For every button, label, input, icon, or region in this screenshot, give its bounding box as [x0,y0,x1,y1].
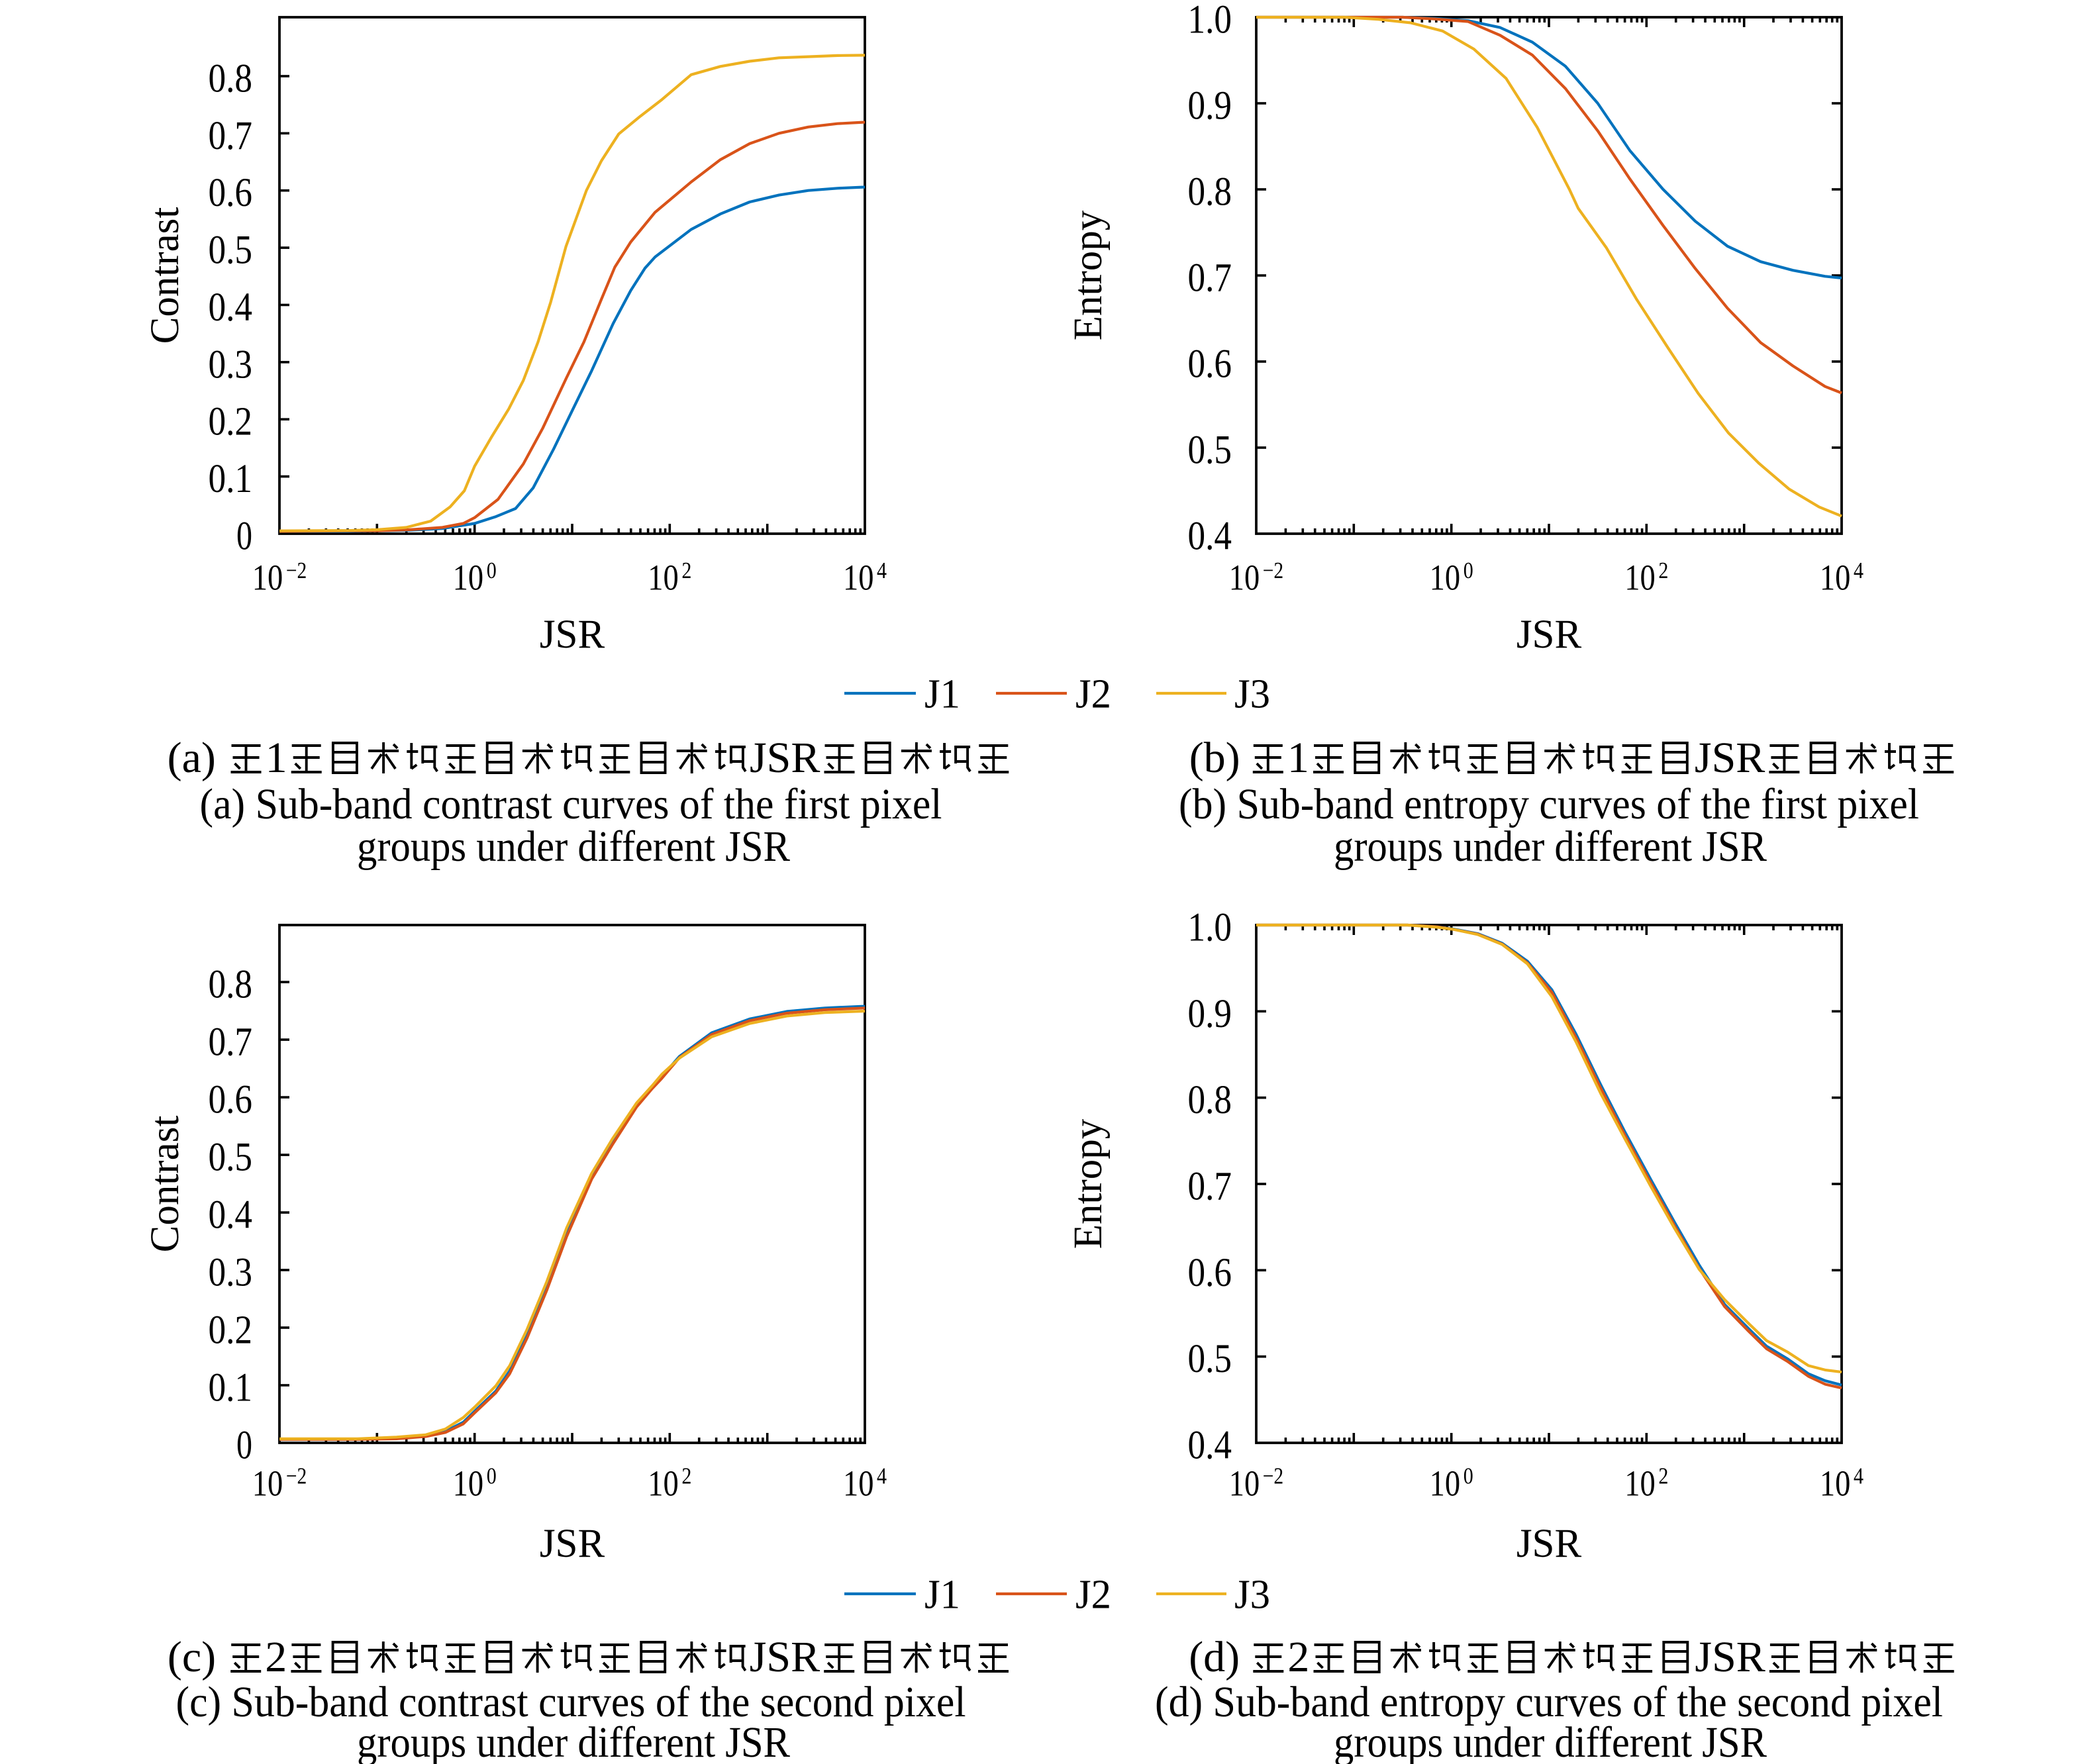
svg-text:2: 2 [1658,558,1668,583]
svg-text:10: 10 [1820,1463,1851,1504]
svg-text:0.9: 0.9 [1188,84,1232,128]
svg-text:−2: −2 [286,1463,307,1489]
svg-text:JSR: JSR [750,1633,820,1681]
svg-text:10: 10 [252,558,283,599]
svg-text:0: 0 [236,514,252,559]
svg-text:10: 10 [453,1463,484,1504]
svg-text:J2: J2 [1075,672,1111,717]
svg-text:J2: J2 [1075,1573,1111,1618]
svg-text:4: 4 [1854,558,1863,583]
svg-text:0.7: 0.7 [1188,1165,1232,1209]
svg-text:10: 10 [252,1463,283,1504]
svg-text:1: 1 [266,734,287,782]
svg-text:JSR: JSR [1516,1522,1582,1566]
svg-text:0.8: 0.8 [1188,170,1232,215]
svg-text:10: 10 [1229,558,1260,599]
svg-text:2: 2 [1658,1463,1668,1489]
svg-text:groups under different JSR: groups under different JSR [1334,1718,1767,1764]
svg-text:2: 2 [265,1633,287,1681]
svg-text:0: 0 [1464,1463,1473,1489]
svg-text:J3: J3 [1234,672,1270,717]
svg-text:0.3: 0.3 [209,1251,253,1295]
svg-text:0.5: 0.5 [1188,1337,1232,1381]
svg-text:−2: −2 [286,558,307,583]
svg-text:0.2: 0.2 [209,400,253,444]
svg-text:JSR: JSR [1516,612,1582,657]
svg-text:0.6: 0.6 [209,171,253,215]
svg-text:0.5: 0.5 [209,1136,253,1180]
svg-text:Contrast: Contrast [143,1116,187,1253]
svg-text:J1: J1 [924,672,960,717]
svg-text:1: 1 [1287,734,1309,782]
svg-text:0.6: 0.6 [209,1078,253,1122]
svg-text:10: 10 [1820,558,1851,599]
svg-text:10: 10 [843,558,874,599]
svg-text:10: 10 [843,1463,874,1504]
svg-text:10: 10 [648,558,679,599]
svg-text:0.4: 0.4 [1188,1424,1232,1468]
svg-text:4: 4 [877,558,887,583]
svg-text:0: 0 [487,558,497,583]
svg-text:−2: −2 [1263,1463,1283,1489]
svg-text:10: 10 [648,1463,679,1504]
svg-text:4: 4 [1854,1463,1863,1489]
svg-text:0.6: 0.6 [1188,342,1232,387]
svg-text:0.4: 0.4 [209,285,253,330]
svg-text:(b) Sub-band entropy curves of: (b) Sub-band entropy curves of the first… [1179,780,1919,828]
svg-text:10: 10 [453,558,484,599]
svg-text:groups under different JSR: groups under different JSR [1334,822,1767,871]
svg-text:0: 0 [236,1424,252,1468]
svg-text:0.7: 0.7 [209,1020,253,1065]
svg-text:J1: J1 [924,1573,960,1618]
svg-text:2: 2 [681,1463,691,1489]
svg-text:(d) Sub-band entropy curves of: (d) Sub-band entropy curves of the secon… [1155,1678,1943,1726]
svg-text:−2: −2 [1263,558,1283,583]
svg-text:groups under different JSR: groups under different JSR [357,822,790,871]
svg-text:0: 0 [1464,558,1473,583]
svg-text:1.0: 1.0 [1188,906,1232,950]
svg-text:(a) Sub-band contrast curves o: (a) Sub-band contrast curves of the firs… [200,780,942,828]
svg-text:10: 10 [1624,1463,1656,1504]
svg-text:10: 10 [1430,558,1461,599]
svg-text:J3: J3 [1234,1573,1270,1618]
svg-text:0.4: 0.4 [209,1193,253,1238]
svg-text:JSR: JSR [750,734,820,782]
svg-text:10: 10 [1624,558,1656,599]
svg-text:Contrast: Contrast [143,207,187,344]
svg-text:JSR: JSR [1695,734,1765,782]
svg-text:0.1: 0.1 [209,457,253,501]
svg-text:0.2: 0.2 [209,1308,253,1353]
svg-text:Entropy: Entropy [1066,1118,1111,1249]
svg-text:0.4: 0.4 [1188,514,1232,559]
svg-text:0: 0 [487,1463,497,1489]
svg-text:0.7: 0.7 [209,114,253,158]
svg-text:(d): (d) [1189,1633,1240,1681]
svg-text:(c) Sub-band contrast curves o: (c) Sub-band contrast curves of the seco… [176,1678,966,1726]
svg-text:0.9: 0.9 [1188,992,1232,1036]
svg-text:10: 10 [1229,1463,1260,1504]
svg-text:0.7: 0.7 [1188,256,1232,301]
svg-text:Entropy: Entropy [1066,210,1111,340]
svg-text:2: 2 [681,558,691,583]
svg-text:0.8: 0.8 [209,963,253,1007]
svg-text:JSR: JSR [540,612,605,657]
svg-text:0.6: 0.6 [1188,1251,1232,1295]
svg-text:0.5: 0.5 [209,228,253,273]
svg-text:4: 4 [877,1463,887,1489]
svg-text:2: 2 [1287,1633,1309,1681]
svg-text:10: 10 [1430,1463,1461,1504]
svg-text:(b): (b) [1189,734,1240,782]
svg-text:0.3: 0.3 [209,342,253,387]
svg-text:JSR: JSR [1695,1633,1765,1681]
svg-text:0.5: 0.5 [1188,428,1232,473]
svg-text:(a): (a) [168,734,216,782]
svg-text:groups under different JSR: groups under different JSR [357,1718,790,1764]
svg-text:0.1: 0.1 [209,1366,253,1410]
svg-text:0.8: 0.8 [1188,1078,1232,1122]
svg-text:JSR: JSR [540,1522,605,1566]
svg-text:1.0: 1.0 [1188,0,1232,42]
svg-text:0.8: 0.8 [209,57,253,101]
svg-text:(c): (c) [168,1633,216,1681]
